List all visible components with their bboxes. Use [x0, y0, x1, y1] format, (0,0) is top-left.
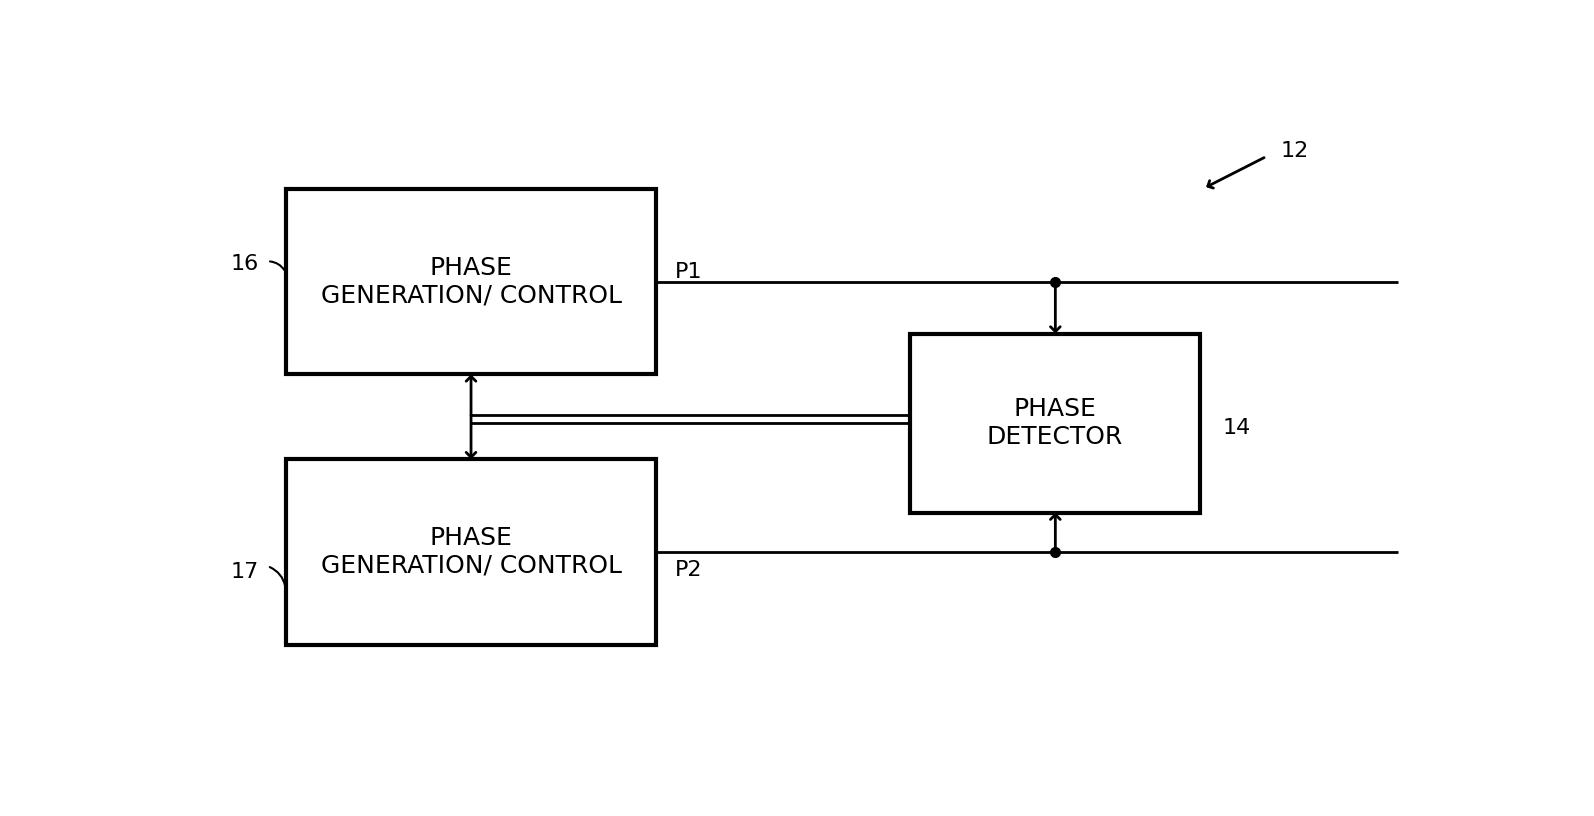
Text: 14: 14	[1223, 418, 1250, 438]
Bar	[910, 334, 1200, 512]
Text: PHASE
DETECTOR: PHASE DETECTOR	[987, 397, 1122, 449]
Text: P2: P2	[674, 561, 703, 580]
Text: PHASE
GENERATION/ CONTROL: PHASE GENERATION/ CONTROL	[320, 526, 622, 578]
Text: 16: 16	[230, 255, 258, 274]
Text: 17: 17	[230, 562, 258, 583]
Text: PHASE
GENERATION/ CONTROL: PHASE GENERATION/ CONTROL	[320, 255, 622, 308]
Text: 12: 12	[1280, 141, 1309, 162]
Text: P1: P1	[674, 262, 703, 282]
Bar	[285, 189, 657, 375]
Bar	[285, 459, 657, 645]
